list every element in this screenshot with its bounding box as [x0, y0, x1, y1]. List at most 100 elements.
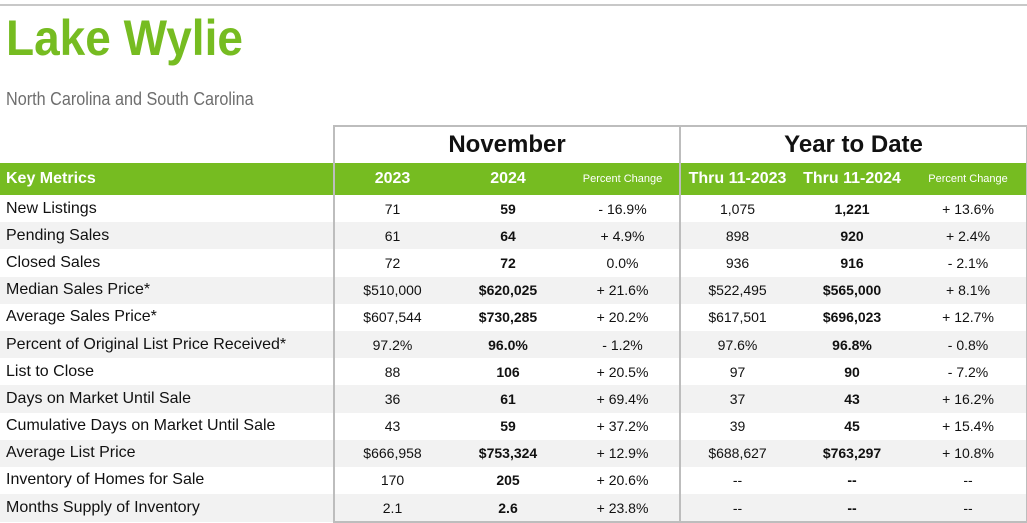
metric-name: Pending Sales	[0, 222, 334, 250]
group-header-row: November Year to Date	[0, 125, 1027, 163]
value-thru-11-2023: --	[732, 472, 743, 489]
table-row: New Listings 71 59 - 16.9% 1,075 1,221 + 13.6%	[0, 195, 1027, 223]
column-header-2024: 2024	[450, 163, 566, 195]
value-thru-11-2024: --	[794, 494, 911, 523]
value-thru-11-2023: 39	[729, 418, 746, 435]
value-thru-11-2023: 97	[729, 363, 746, 380]
value-thru-11-2024: $763,297	[794, 439, 911, 467]
metric-name: Average Sales Price*	[6, 308, 157, 326]
monthly-percent-change: - 16.9%	[566, 195, 682, 223]
value-2024: 96.0%	[450, 330, 566, 359]
table-row: Inventory of Homes for Sale 170 205 + 20.6%…	[0, 466, 1027, 495]
value-2024: 61	[450, 385, 566, 413]
column-header-thru-11-2024: Thru 11-2024	[794, 163, 911, 195]
value-2023: $607,544	[333, 303, 450, 331]
ytd-percent-change: + 2.4%	[910, 222, 1027, 250]
ytd-percent-change: --	[910, 494, 1027, 523]
column-header-row: Key Metrics 2023 2024 Percent Change Thr…	[0, 163, 1027, 195]
value-2024: $730,285	[478, 309, 538, 326]
value-thru-11-2024: 96.8%	[794, 330, 911, 359]
ytd-percent-change: + 16.2%	[910, 385, 1027, 413]
monthly-percent-change: + 20.2%	[566, 303, 682, 331]
value-thru-11-2024: 90	[844, 363, 860, 380]
monthly-percent-change: + 37.2%	[566, 412, 682, 440]
monthly-percent-change: + 21.6%	[566, 276, 682, 304]
group-header-spacer	[0, 126, 334, 163]
value-2024: 205	[496, 472, 520, 489]
value-thru-11-2024: 1,221	[834, 200, 870, 217]
metric-rows: New Listings 71 59 - 16.9% 1,075 1,221 + 13.6%…	[0, 195, 1027, 523]
value-2024: $753,324	[450, 439, 566, 467]
value-thru-11-2024: 45	[844, 418, 860, 435]
value-thru-11-2024: $696,023	[822, 309, 882, 326]
column-header-2023: 2023	[333, 163, 450, 195]
value-2023: 170	[333, 466, 450, 495]
value-thru-11-2023: --	[680, 494, 795, 523]
monthly-percent-change: + 12.9%	[566, 439, 682, 467]
metric-name: Percent of Original List Price Received*	[0, 330, 334, 359]
table-row: Pending Sales 61 64 + 4.9% 898 920 + 2.4%	[0, 222, 1027, 250]
table-row: Average List Price $666,958 $753,324 + 12.9…	[0, 439, 1027, 467]
metric-name: Days on Market Until Sale	[0, 385, 334, 413]
value-thru-11-2023: 936	[725, 254, 750, 271]
table-row: List to Close 88 106 + 20.5% 97 90 - 7.2%	[0, 358, 1027, 386]
value-2023: 97.2%	[333, 330, 450, 359]
metric-name: Inventory of Homes for Sale	[6, 471, 205, 489]
value-2023: 2.1	[333, 494, 450, 523]
table-row: Closed Sales 72 72 0.0% 936 916 - 2.1%	[0, 249, 1027, 277]
table-row: Days on Market Until Sale 36 61 + 69.4% 37 43…	[0, 385, 1027, 413]
page-title: Lake Wylie	[6, 10, 243, 66]
ytd-percent-change: + 13.6%	[910, 195, 1027, 223]
value-2024: 59	[500, 200, 516, 217]
value-thru-11-2023: 37	[680, 385, 795, 413]
monthly-percent-change: 0.0%	[566, 249, 682, 277]
metric-name: Cumulative Days on Market Until Sale	[6, 417, 276, 435]
ytd-percent-change: - 0.8%	[910, 330, 1027, 359]
metric-name: List to Close	[6, 362, 95, 380]
column-header-metric: Key Metrics	[0, 163, 334, 195]
table-row: Cumulative Days on Market Until Sale 43 59…	[0, 412, 1027, 440]
value-2024: 2.6	[450, 494, 566, 523]
ytd-percent-change: + 15.4%	[910, 412, 1027, 440]
ytd-percent-change: + 10.8%	[910, 439, 1027, 467]
value-thru-11-2023: 1,075	[720, 200, 756, 217]
value-2024: 106	[496, 363, 520, 380]
value-thru-11-2023: $617,501	[708, 309, 767, 326]
column-header-thru-11-2023: Thru 11-2023	[680, 163, 795, 195]
ytd-percent-change: + 12.7%	[910, 303, 1027, 331]
column-header-ytd-percent-change: Percent Change	[910, 163, 1027, 195]
monthly-percent-change: - 1.2%	[566, 330, 682, 359]
ytd-percent-change: + 8.1%	[910, 276, 1027, 304]
monthly-percent-change: + 4.9%	[566, 222, 682, 250]
top-divider	[0, 4, 1027, 6]
monthly-percent-change: + 20.5%	[566, 358, 682, 386]
value-2024: $620,025	[450, 276, 566, 304]
metric-name: Median Sales Price*	[0, 276, 334, 304]
table-row: Percent of Original List Price Received*…	[0, 330, 1027, 359]
value-2023: $666,958	[333, 439, 450, 467]
value-thru-11-2023: $688,627	[680, 439, 795, 467]
ytd-percent-change: - 2.1%	[910, 249, 1027, 277]
table-row: Months Supply of Inventory 2.1 2.6 + 23.8% -…	[0, 494, 1027, 523]
value-thru-11-2023: 97.6%	[680, 330, 795, 359]
metric-name: New Listings	[6, 199, 97, 217]
metric-name: Average List Price	[0, 439, 334, 467]
value-2023: $510,000	[333, 276, 450, 304]
monthly-percent-change: + 69.4%	[566, 385, 682, 413]
value-2024: 64	[450, 222, 566, 250]
column-header-monthly-percent-change: Percent Change	[566, 163, 682, 195]
value-2024: 59	[500, 418, 516, 435]
ytd-percent-change: --	[910, 466, 1027, 495]
page-subtitle: North Carolina and South Carolina	[6, 89, 254, 109]
value-thru-11-2024: 916	[840, 254, 864, 271]
key-metrics-table: November Year to Date Key Metrics 2023 2…	[0, 125, 1027, 523]
value-2023: 36	[333, 385, 450, 413]
metric-name: Closed Sales	[6, 253, 101, 271]
group-header-monthly: November	[332, 125, 682, 163]
value-thru-11-2023: $522,495	[680, 276, 795, 304]
value-2023: 61	[333, 222, 450, 250]
value-2023: 88	[333, 358, 450, 386]
value-thru-11-2024: $565,000	[794, 276, 911, 304]
group-header-ytd: Year to Date	[679, 125, 1027, 163]
value-2023: 43	[333, 412, 450, 440]
